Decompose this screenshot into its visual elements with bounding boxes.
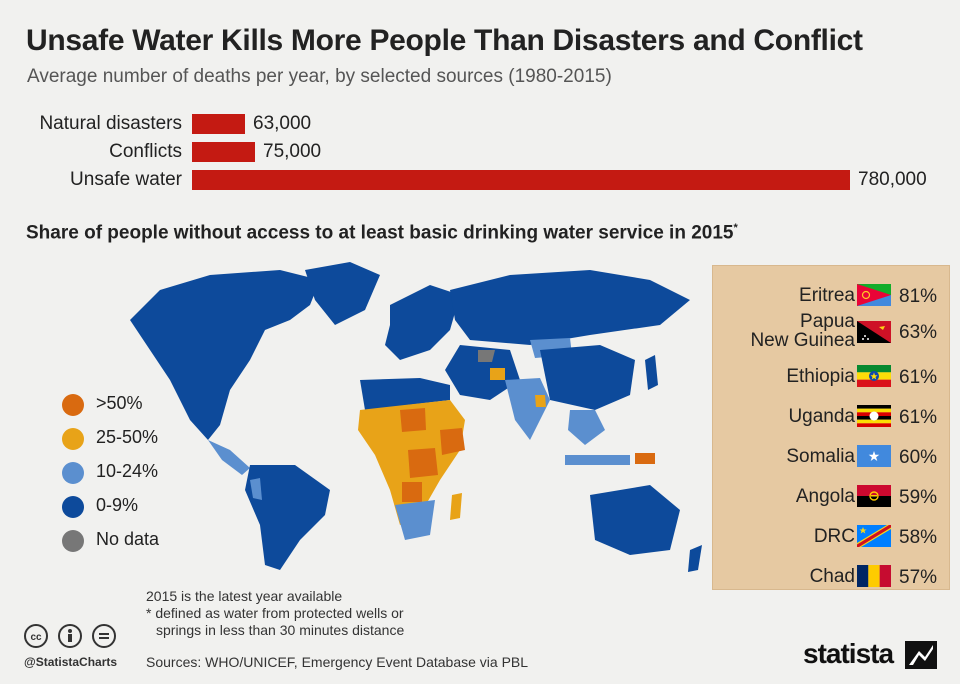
map-region-japan — [645, 355, 658, 390]
country-share-value: 63% — [899, 322, 938, 343]
map-region-ethiopia — [440, 428, 465, 455]
country-row: Uganda 61% — [713, 401, 951, 435]
map-region-madagascar — [450, 493, 462, 520]
map-region-bangladesh — [535, 395, 546, 407]
country-name: Ethiopia — [786, 366, 855, 387]
footnote-definition-cont: springs in less than 30 minutes distance — [156, 622, 405, 638]
statista-wordmark: statista — [803, 638, 894, 669]
svg-text:cc: cc — [30, 632, 42, 643]
country-flag-icon — [857, 284, 891, 306]
country-share-value: 61% — [899, 367, 938, 388]
statista-logo-icon — [905, 641, 937, 669]
bar-category-label: Conflicts — [109, 141, 182, 162]
country-share-value: 59% — [899, 487, 938, 508]
country-name: Uganda — [788, 406, 855, 427]
legend-label: No data — [96, 529, 160, 549]
bar — [192, 142, 255, 162]
map-region-no-data — [478, 350, 495, 362]
map-region-europe — [385, 285, 460, 360]
chart-title: Unsafe Water Kills More People Than Disa… — [26, 24, 863, 57]
map-region-southern-africa — [395, 500, 435, 540]
map-region-indonesia — [565, 455, 630, 465]
country-flag-icon — [857, 445, 891, 467]
legend-label: 0-9% — [96, 495, 139, 515]
cc-icon: cc — [24, 624, 48, 648]
country-row: Eritrea 81% — [713, 280, 951, 314]
map-region-north-asia — [450, 270, 690, 345]
country-flag-icon — [857, 365, 891, 387]
bar-category-label: Unsafe water — [70, 169, 182, 190]
country-row: Papua New Guinea 63% — [713, 312, 951, 350]
top-countries-panel: Eritrea 81% Papua New Guinea 63% Ethiopia 61% U… — [712, 265, 950, 590]
country-row: Ethiopia 61% — [713, 361, 951, 395]
country-name: DRC — [813, 526, 855, 547]
country-share-value: 61% — [899, 407, 938, 428]
map-region-angola — [402, 482, 422, 502]
map-region-central-america — [208, 440, 250, 475]
map-region-east-asia — [540, 345, 635, 410]
country-row: Chad 57% — [713, 561, 951, 595]
country-row: Somalia 60% — [713, 441, 951, 475]
country-row: Angola 59% — [713, 481, 951, 515]
legend-label: 10-24% — [96, 461, 159, 481]
map-region-north-africa — [360, 378, 450, 410]
legend-swatch — [62, 496, 84, 518]
country-row: DRC 58% — [713, 521, 951, 555]
map-region-papua-new-guinea — [635, 453, 655, 464]
country-flag-icon — [857, 321, 891, 343]
country-flag-icon — [857, 565, 891, 587]
map-region-drc — [408, 448, 438, 478]
legend-swatch — [62, 428, 84, 450]
footnote-definition: * defined as water from protected wells … — [146, 605, 404, 621]
footnotes: 2015 is the latest year available * defi… — [146, 588, 404, 639]
map-region-south-asia — [505, 378, 550, 440]
country-name: Somalia — [786, 446, 855, 467]
country-name: Angola — [795, 486, 855, 507]
bar-value-label: 75,000 — [263, 141, 322, 162]
country-share-value: 57% — [899, 567, 938, 588]
map-region-australia — [590, 485, 680, 555]
legend-swatch — [62, 462, 84, 484]
source-text: Sources: WHO/UNICEF, Emergency Event Dat… — [146, 654, 529, 670]
legend-swatch — [62, 530, 84, 552]
country-flag-icon — [857, 485, 891, 507]
social-handle: @StatistaCharts — [24, 655, 118, 669]
bar — [192, 114, 245, 134]
bar-value-label: 780,000 — [858, 169, 927, 190]
map-region-central-asia — [445, 345, 520, 400]
bar — [192, 170, 850, 190]
map-region-south-america — [245, 465, 330, 570]
country-name: Papua New Guinea — [750, 311, 855, 351]
map-title-footnote-mark: * — [733, 222, 738, 234]
legend-label: 25-50% — [96, 427, 159, 447]
map-region-new-zealand — [688, 545, 702, 572]
bar-category-label: Natural disasters — [39, 113, 182, 134]
map-region-andes — [250, 478, 262, 500]
map-title-text: Share of people without access to at lea… — [26, 222, 734, 244]
deaths-bar-chart: Natural disasters 63,000 Conflicts 75,000 Un… — [0, 108, 960, 198]
no-derivatives-icon — [92, 624, 116, 648]
map-title: Share of people without access to at lea… — [26, 222, 738, 244]
footnote-latest-year: 2015 is the latest year available — [146, 588, 343, 604]
country-share-value: 81% — [899, 286, 938, 307]
attribution-icon — [58, 624, 82, 648]
country-name: Eritrea — [799, 285, 855, 306]
legend-label: >50% — [96, 393, 143, 413]
map-region-southeast-asia — [568, 410, 605, 445]
country-name: Chad — [809, 566, 855, 587]
country-share-value: 60% — [899, 447, 938, 468]
bar-value-label: 63,000 — [253, 113, 312, 134]
country-flag-icon — [857, 525, 891, 547]
chart-subtitle: Average number of deaths per year, by se… — [27, 66, 612, 87]
country-flag-icon — [857, 405, 891, 427]
map-region-afghanistan — [490, 368, 505, 380]
world-map — [130, 262, 702, 572]
legend-swatch — [62, 394, 84, 416]
map-region-greenland — [305, 262, 380, 325]
map-region-north-america — [130, 270, 320, 440]
country-share-value: 58% — [899, 527, 938, 548]
map-region-chad — [400, 408, 426, 432]
